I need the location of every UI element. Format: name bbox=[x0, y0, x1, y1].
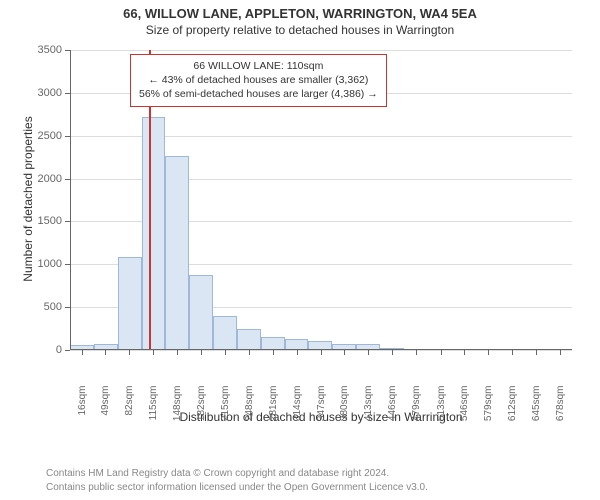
footer-text: Contains HM Land Registry data © Crown c… bbox=[46, 467, 428, 494]
annotation-line3: 56% of semi-detached houses are larger (… bbox=[139, 87, 378, 101]
xtick-label: 380sqm bbox=[339, 386, 350, 436]
xtick-mark bbox=[368, 350, 369, 355]
xtick-label: 479sqm bbox=[411, 386, 422, 436]
xtick-label: 314sqm bbox=[292, 386, 303, 436]
xtick-mark bbox=[129, 350, 130, 355]
ytick-mark bbox=[65, 50, 70, 51]
grid-line bbox=[70, 50, 572, 51]
xtick-mark bbox=[512, 350, 513, 355]
xtick-mark bbox=[321, 350, 322, 355]
xtick-mark bbox=[82, 350, 83, 355]
xtick-label: 215sqm bbox=[220, 386, 231, 436]
ytick-label: 500 bbox=[0, 301, 62, 313]
ytick-mark bbox=[65, 221, 70, 222]
xtick-label: 49sqm bbox=[100, 386, 111, 436]
footer-line2: Contains public sector information licen… bbox=[46, 481, 428, 495]
xtick-mark bbox=[249, 350, 250, 355]
xtick-label: 115sqm bbox=[148, 386, 159, 436]
ytick-label: 0 bbox=[0, 344, 62, 356]
xtick-label: 546sqm bbox=[459, 386, 470, 436]
xtick-label: 347sqm bbox=[316, 386, 327, 436]
xtick-mark bbox=[297, 350, 298, 355]
xtick-mark bbox=[464, 350, 465, 355]
xtick-label: 148sqm bbox=[172, 386, 183, 436]
annotation-line2: ← 43% of detached houses are smaller (3,… bbox=[139, 73, 378, 87]
xtick-mark bbox=[201, 350, 202, 355]
histogram-bar bbox=[237, 329, 261, 350]
ytick-label: 3000 bbox=[0, 87, 62, 99]
xtick-label: 678sqm bbox=[555, 386, 566, 436]
ytick-label: 2500 bbox=[0, 130, 62, 142]
ytick-mark bbox=[65, 307, 70, 308]
chart-titles: 66, WILLOW LANE, APPLETON, WARRINGTON, W… bbox=[0, 0, 600, 37]
ytick-label: 1500 bbox=[0, 215, 62, 227]
xtick-label: 579sqm bbox=[483, 386, 494, 436]
xtick-mark bbox=[105, 350, 106, 355]
xtick-label: 645sqm bbox=[531, 386, 542, 436]
xtick-label: 612sqm bbox=[507, 386, 518, 436]
histogram-bar bbox=[213, 316, 237, 350]
xtick-mark bbox=[225, 350, 226, 355]
xtick-mark bbox=[536, 350, 537, 355]
xtick-mark bbox=[177, 350, 178, 355]
ytick-mark bbox=[65, 264, 70, 265]
xtick-label: 16sqm bbox=[77, 386, 88, 436]
xtick-label: 446sqm bbox=[387, 386, 398, 436]
ytick-label: 3500 bbox=[0, 44, 62, 56]
xtick-mark bbox=[392, 350, 393, 355]
xtick-label: 513sqm bbox=[436, 386, 447, 436]
xtick-mark bbox=[344, 350, 345, 355]
histogram-bar bbox=[189, 275, 213, 350]
chart-container: Number of detached properties 66 WILLOW … bbox=[0, 42, 600, 440]
ytick-label: 1000 bbox=[0, 258, 62, 270]
annotation-line1: 66 WILLOW LANE: 110sqm bbox=[139, 59, 378, 73]
ytick-mark bbox=[65, 350, 70, 351]
xtick-label: 182sqm bbox=[196, 386, 207, 436]
ytick-mark bbox=[65, 93, 70, 94]
xtick-label: 82sqm bbox=[124, 386, 135, 436]
xtick-mark bbox=[153, 350, 154, 355]
xtick-mark bbox=[441, 350, 442, 355]
annotation-box: 66 WILLOW LANE: 110sqm ← 43% of detached… bbox=[130, 54, 387, 107]
xtick-mark bbox=[560, 350, 561, 355]
title-line2: Size of property relative to detached ho… bbox=[0, 23, 600, 37]
footer-line1: Contains HM Land Registry data © Crown c… bbox=[46, 467, 428, 481]
xtick-mark bbox=[416, 350, 417, 355]
xtick-mark bbox=[488, 350, 489, 355]
xtick-label: 413sqm bbox=[363, 386, 374, 436]
xtick-label: 248sqm bbox=[244, 386, 255, 436]
histogram-bar bbox=[142, 117, 166, 350]
xtick-label: 281sqm bbox=[268, 386, 279, 436]
histogram-bar bbox=[165, 156, 189, 350]
xtick-mark bbox=[273, 350, 274, 355]
ytick-mark bbox=[65, 179, 70, 180]
ytick-label: 2000 bbox=[0, 173, 62, 185]
ytick-mark bbox=[65, 136, 70, 137]
y-axis-line bbox=[70, 50, 71, 350]
title-line1: 66, WILLOW LANE, APPLETON, WARRINGTON, W… bbox=[0, 6, 600, 21]
histogram-bar bbox=[118, 257, 142, 350]
